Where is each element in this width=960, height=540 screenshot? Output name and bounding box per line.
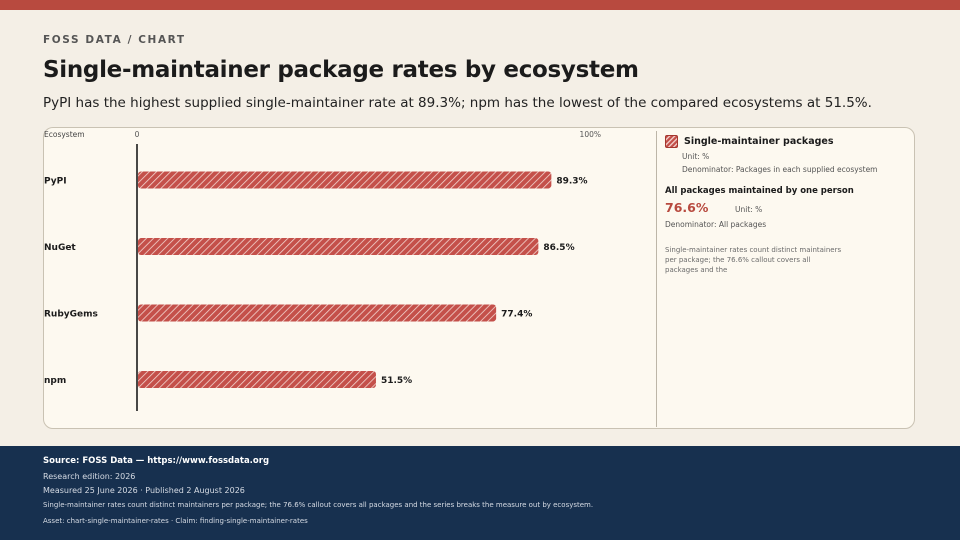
hatched-swatch-icon — [665, 135, 678, 148]
legend-unit: Unit: % — [682, 152, 710, 161]
footer-source: Source: FOSS Data — https://www.fossdata… — [43, 456, 270, 466]
axis-tick-label: 0 — [135, 130, 140, 139]
bar — [138, 238, 539, 255]
footer-asset: Asset: chart-single-maintainer-rates · C… — [43, 517, 308, 525]
legend-note: Single-maintainer rates count distinct m… — [665, 246, 842, 274]
panel-divider — [656, 131, 657, 427]
axis-tick-label: 100% — [580, 130, 601, 139]
footer-edition: Research edition: 2026 — [43, 472, 136, 481]
legend-panel: Single-maintainer packages Unit: % Denom… — [665, 135, 905, 275]
footer: Source: FOSS Data — https://www.fossdata… — [0, 446, 960, 540]
value-label: 77.4% — [501, 310, 532, 320]
page-subtitle: PyPI has the highest supplied single-mai… — [43, 95, 872, 111]
bar — [138, 171, 552, 189]
category-label: NuGet — [44, 243, 76, 253]
category-label: RubyGems — [44, 310, 98, 320]
category-label: npm — [44, 376, 66, 386]
chart-card: Ecosystem 0 100% PyPI 89.3% NuGet 86.5% RubyGem… — [43, 127, 915, 429]
page-title: Single-maintainer package rates by ecosy… — [43, 57, 639, 83]
category-label: PyPI — [44, 177, 67, 187]
footer-dates: Measured 25 June 2026 · Published 2 Augu… — [43, 486, 245, 495]
bar-chart: Ecosystem 0 100% PyPI 89.3% NuGet 86.5% RubyGem… — [44, 130, 601, 411]
callout-denominator: Denominator: All packages — [665, 220, 767, 229]
callout-row: 76.6% Unit: % — [665, 200, 905, 215]
bar — [138, 371, 376, 388]
top-accent-bar — [0, 0, 960, 10]
value-label: 89.3% — [556, 177, 587, 187]
value-label: 86.5% — [543, 243, 574, 253]
callout-value: 76.6% — [665, 200, 709, 215]
footer-note: Single-maintainer rates count distinct m… — [43, 501, 594, 509]
callout-label: All packages maintained by one person — [665, 186, 854, 196]
category-header: Ecosystem — [44, 130, 85, 139]
callout-unit: Unit: % — [735, 205, 763, 214]
legend-denominator: Denominator: Packages in each supplied e… — [682, 165, 878, 174]
bar — [138, 304, 497, 322]
legend-series-name: Single-maintainer packages — [684, 136, 834, 147]
legend-entry: Single-maintainer packages — [665, 135, 905, 148]
value-label: 51.5% — [381, 376, 412, 386]
eyebrow-label: FOSS DATA / CHART — [43, 34, 186, 46]
